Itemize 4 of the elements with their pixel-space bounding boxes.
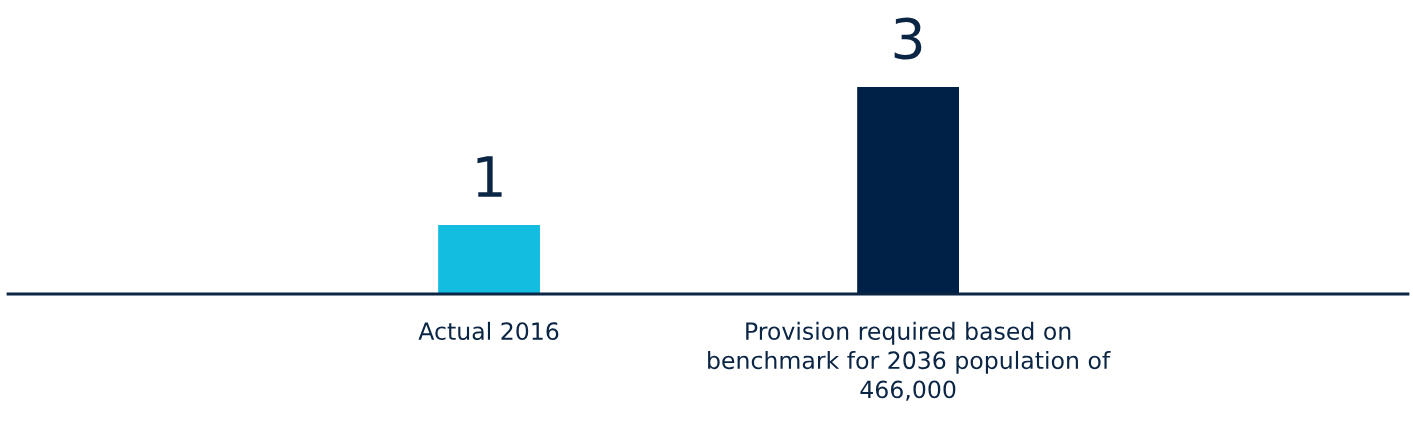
x-tick-label: Actual 2016 — [418, 321, 559, 341]
data-label: 3 — [894, 17, 922, 60]
x-tick-label: Provision required based on benchmark for 2036 population of 466,000 — [708, 321, 1111, 401]
data-label: 1 — [477, 156, 502, 197]
